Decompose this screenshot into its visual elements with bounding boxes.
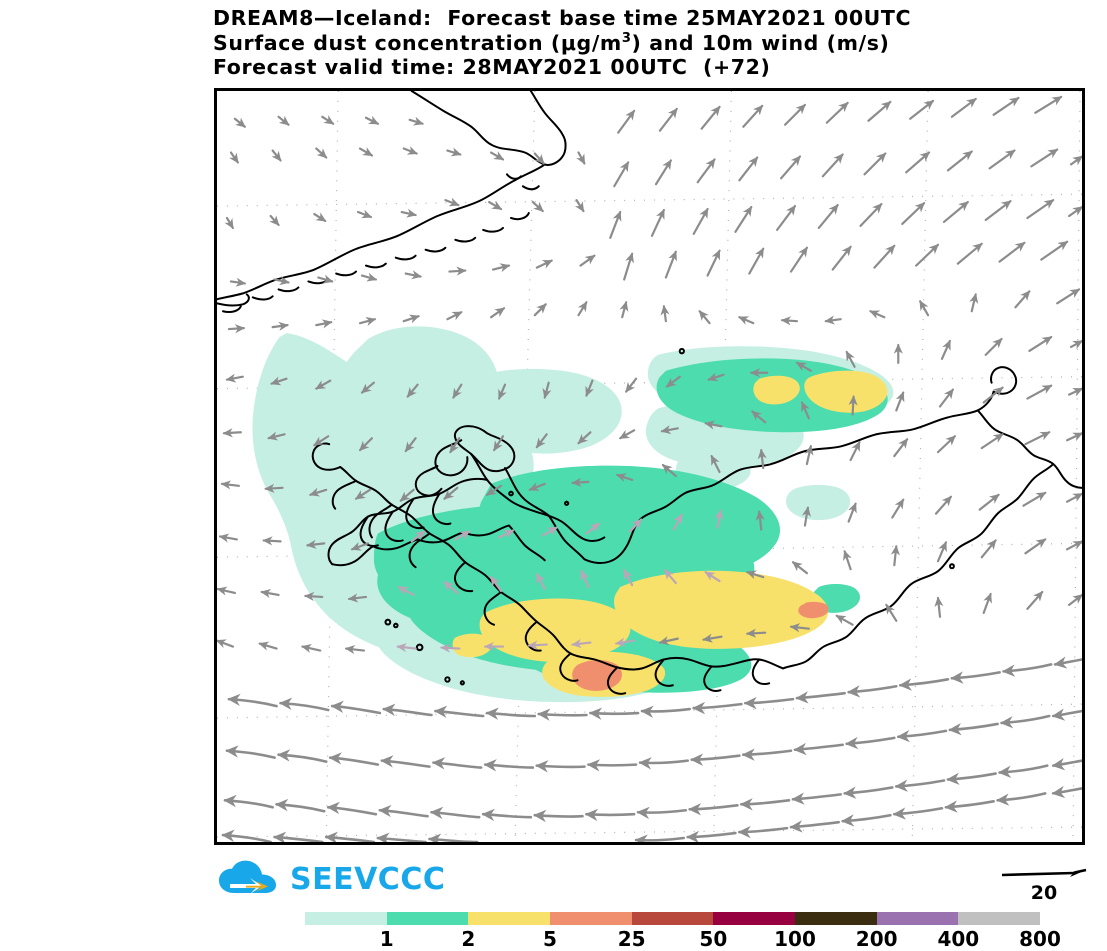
colorbar-segment-7 (876, 912, 959, 925)
colorbar-segment-5 (713, 912, 796, 925)
colorbar-label-2: 2 (461, 927, 476, 951)
wind-vectors (217, 95, 1082, 842)
seevccc-logo: SEEVCCC (216, 857, 445, 903)
colorbar-segment-4 (631, 912, 714, 925)
colorbar-segment-3 (550, 912, 632, 925)
colorbar-label-100: 100 (774, 927, 816, 951)
wind-scale-label: 20 (1030, 882, 1058, 904)
page-title: DREAM8—Iceland: Forecast base time 25MAY… (213, 6, 1073, 80)
colorbar-label-400: 400 (937, 927, 980, 951)
colorbar-segment-1 (386, 912, 469, 925)
colorbar-segment-8 (958, 912, 1041, 925)
colorbar: 1 2 5 25 50 100 200 400 800 (305, 912, 1061, 951)
title-line-2-pre: Surface dust concentration ( (213, 30, 561, 55)
colorbar-label-200: 200 (855, 927, 898, 951)
logo-wordmark: SEEVCCC (290, 862, 446, 897)
colorbar-labels: 1 2 5 25 50 100 200 400 800 (305, 927, 1061, 951)
colorbar-label-1: 1 (379, 927, 394, 951)
wind-vector-arrow-icon (1001, 868, 1087, 877)
title-line-2-post: ) and 10m wind (m/s) (631, 30, 890, 55)
colorbar-segment-2 (468, 912, 551, 925)
cloud-arrow-icon (219, 860, 276, 894)
colorbar-segment-6 (795, 912, 877, 925)
title-line-2-superscript: 3 (621, 30, 632, 46)
title-line-2: Surface dust concentration (μg/m3) and 1… (213, 31, 1073, 56)
colorbar-label-800: 800 (1019, 927, 1061, 951)
colorbar-label-5: 5 (543, 927, 557, 951)
colorbar-label-25: 25 (617, 927, 646, 951)
forecast-map-canvas[interactable] (217, 91, 1082, 842)
map-frame[interactable] (214, 88, 1085, 845)
colorbar-segment-0 (305, 912, 387, 925)
map-gridlines (217, 91, 1082, 842)
title-line-1: DREAM8—Iceland: Forecast base time 25MAY… (213, 6, 912, 30)
micro-symbol: μ (560, 30, 577, 55)
wind-scale-reference: 20 (1000, 866, 1088, 906)
colorbar-swatches (305, 912, 1041, 925)
colorbar-label-50: 50 (699, 927, 728, 951)
title-line-3: Forecast valid time: 28MAY2021 00UTC (+7… (213, 55, 771, 79)
title-line-2-mid: g/m (576, 30, 622, 55)
dust-contour-level-3 (452, 370, 888, 697)
dust-contour-level-4 (572, 601, 829, 691)
